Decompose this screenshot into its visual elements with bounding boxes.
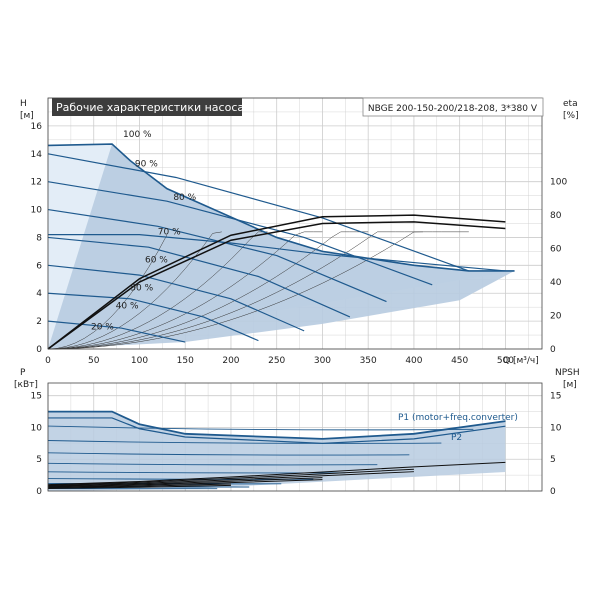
x-tick-label: 250 xyxy=(268,356,285,366)
speed-label: 70 % xyxy=(158,228,181,238)
y-tick-label: 5 xyxy=(36,455,42,465)
chart-subtitle: NBGE 200-150-200/218-208, 3*380 V xyxy=(368,104,538,114)
y-tick-label: 6 xyxy=(36,261,42,271)
x-tick-label: 350 xyxy=(360,356,377,366)
speed-label: 90 % xyxy=(135,159,158,169)
y-axis-label: H xyxy=(20,99,27,109)
speed-label: 60 % xyxy=(145,256,168,266)
x-tick-label: 400 xyxy=(405,356,422,366)
y-right-tick-label: 20 xyxy=(550,312,562,322)
y-axis-unit: [кВт] xyxy=(14,380,38,390)
p2-legend-label: P2 xyxy=(451,433,462,443)
x-tick-label: 50 xyxy=(88,356,100,366)
chart-title: Рабочие характеристики насоса xyxy=(56,101,244,114)
y-tick-label: 0 xyxy=(36,487,42,497)
speed-label: 40 % xyxy=(116,302,139,312)
y-tick-label: 8 xyxy=(36,233,42,243)
y-tick-label: 10 xyxy=(31,206,43,216)
y-right-tick-label: 10 xyxy=(550,423,562,433)
y-right-axis-label: NPSH xyxy=(555,368,580,378)
y-tick-label: 4 xyxy=(36,289,42,299)
y-tick-label: 10 xyxy=(31,423,43,433)
y-right-axis-label: eta xyxy=(563,99,578,109)
x-tick-label: 0 xyxy=(45,356,51,366)
y-right-tick-label: 60 xyxy=(550,245,562,255)
p1-legend-label: P1 (motor+freq.converter) xyxy=(398,413,518,423)
x-axis-label: Q [м³/ч] xyxy=(503,356,539,366)
y-right-axis-unit: [м] xyxy=(563,380,577,390)
y-tick-label: 15 xyxy=(31,392,42,402)
y-right-axis-unit: [%] xyxy=(563,111,579,121)
speed-label: 50 % xyxy=(130,283,153,293)
y-axis-label: P xyxy=(20,368,26,378)
speed-label: 80 % xyxy=(173,193,196,203)
x-tick-label: 100 xyxy=(131,356,148,366)
y-right-tick-label: 40 xyxy=(550,278,562,288)
y-right-tick-label: 0 xyxy=(550,345,556,355)
y-right-tick-label: 100 xyxy=(550,178,567,188)
speed-label: 20 % xyxy=(91,322,114,332)
x-tick-label: 450 xyxy=(451,356,468,366)
y-right-tick-label: 80 xyxy=(550,211,562,221)
y-right-tick-label: 5 xyxy=(550,455,556,465)
x-tick-label: 150 xyxy=(177,356,194,366)
y-right-tick-label: 0 xyxy=(550,487,556,497)
y-tick-label: 16 xyxy=(31,122,43,132)
y-right-tick-label: 15 xyxy=(550,392,561,402)
x-tick-label: 300 xyxy=(314,356,331,366)
y-tick-label: 2 xyxy=(36,317,42,327)
y-tick-label: 0 xyxy=(36,345,42,355)
y-tick-label: 14 xyxy=(31,150,43,160)
x-tick-label: 200 xyxy=(222,356,239,366)
speed-label: 100 % xyxy=(123,130,152,140)
operating-range-fill xyxy=(48,144,515,349)
y-tick-label: 12 xyxy=(31,178,42,188)
y-axis-unit: [м] xyxy=(20,111,34,121)
